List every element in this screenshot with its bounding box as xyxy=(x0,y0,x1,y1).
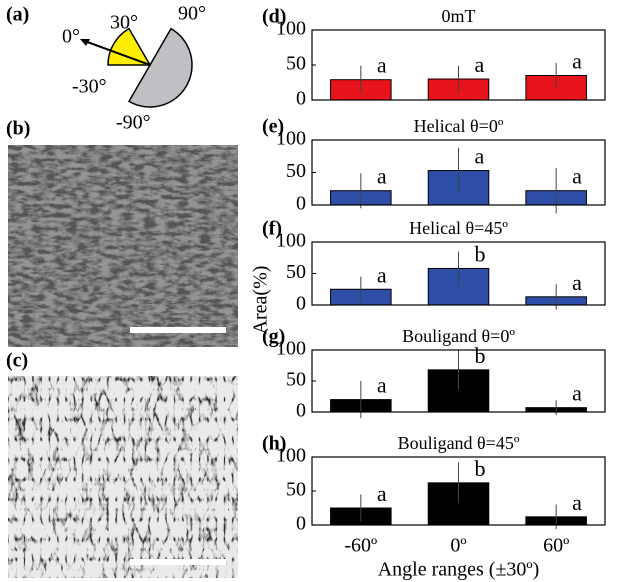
y-tick-label: 0 xyxy=(296,513,306,535)
angle-label: 0° xyxy=(62,26,80,48)
significance-label: a xyxy=(572,164,582,189)
x-tick-label: -60º xyxy=(344,535,377,557)
significance-label: a xyxy=(572,270,582,295)
scale-bar xyxy=(130,559,226,565)
y-tick-label: 50 xyxy=(286,53,306,75)
significance-label: a xyxy=(377,53,387,78)
y-tick-label: 0 xyxy=(296,193,306,215)
y-tick-label: 100 xyxy=(276,338,306,360)
chart-title: Bouligand θ=45º xyxy=(398,433,520,453)
x-axis-label: Angle ranges (±30º) xyxy=(378,559,540,581)
plot-frame xyxy=(311,241,606,306)
significance-label: b xyxy=(475,242,486,267)
panel-label: (a) xyxy=(6,4,29,26)
plot-frame xyxy=(311,29,606,101)
y-tick-label: 100 xyxy=(276,445,306,467)
y-tick-label: 0 xyxy=(296,400,306,422)
significance-label: a xyxy=(572,49,582,74)
significance-label: a xyxy=(377,164,387,189)
panel-label: (f) xyxy=(262,218,282,240)
angle-label: -90° xyxy=(116,112,151,134)
angle-label: 30° xyxy=(110,12,138,34)
y-tick-label: 100 xyxy=(276,18,306,40)
y-axis-label: Area(%) xyxy=(250,266,272,335)
chart-title: Bouligand θ=0º xyxy=(402,326,515,346)
y-tick-label: 50 xyxy=(286,261,306,283)
sem-image xyxy=(8,145,238,347)
significance-label: a xyxy=(377,481,387,506)
significance-label: a xyxy=(572,381,582,406)
panel-label: (c) xyxy=(6,350,28,372)
y-tick-label: 0 xyxy=(296,293,306,315)
panel-label: (h) xyxy=(262,433,286,455)
scale-bar xyxy=(130,327,226,333)
x-tick-label: 60º xyxy=(543,535,569,557)
angle-label: -30° xyxy=(72,76,107,98)
x-tick-label: 0º xyxy=(450,535,466,557)
y-tick-label: 100 xyxy=(276,128,306,150)
plot-frame xyxy=(311,349,606,413)
significance-label: a xyxy=(377,373,387,398)
significance-label: b xyxy=(475,456,486,481)
angle-label: 90° xyxy=(178,3,206,25)
y-tick-label: 100 xyxy=(276,230,306,252)
sector-gray xyxy=(127,27,193,108)
significance-label: a xyxy=(475,52,485,77)
plot-frame xyxy=(311,139,606,206)
significance-label: a xyxy=(475,144,485,169)
chart-title: 0mT xyxy=(442,6,476,26)
significance-label: a xyxy=(377,262,387,287)
y-tick-label: 50 xyxy=(286,369,306,391)
panel-a: (a) 0° 30° 90° -30° -90° xyxy=(6,3,206,134)
y-tick-label: 0 xyxy=(296,88,306,110)
y-tick-label: 50 xyxy=(286,160,306,182)
y-tick-label: 50 xyxy=(286,479,306,501)
significance-label: a xyxy=(572,490,582,515)
sem-image xyxy=(8,376,238,578)
panel-label: (d) xyxy=(262,6,286,28)
chart-title: Helical θ=45º xyxy=(409,218,508,238)
arrow-head xyxy=(80,39,90,46)
sector-yellow xyxy=(107,27,152,66)
panel-label: (g) xyxy=(262,326,285,348)
significance-label: b xyxy=(475,343,486,368)
arrow xyxy=(81,39,151,66)
panel-label: (e) xyxy=(262,116,284,138)
panel-label: (b) xyxy=(6,118,30,140)
plot-frame xyxy=(311,456,606,526)
chart-title: Helical θ=0º xyxy=(414,116,504,136)
